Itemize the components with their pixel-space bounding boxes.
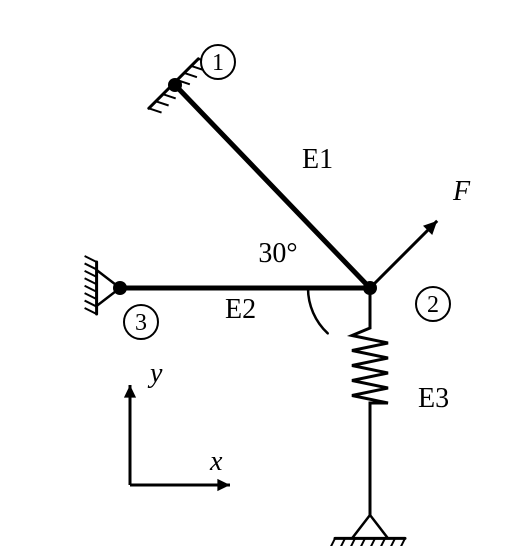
node-n1: [168, 78, 182, 92]
node-n2: [363, 281, 377, 295]
node-badge-label-n2: 2: [427, 292, 439, 318]
force-label: F: [452, 176, 471, 207]
node-badge-label-n1: 1: [212, 50, 224, 76]
angle-label: 30°: [258, 238, 297, 269]
node-badge-label-n3: 3: [135, 310, 147, 336]
force-arrow: [370, 221, 437, 288]
x-axis-label: x: [209, 446, 223, 477]
angle-arc: [308, 288, 328, 333]
node-n3: [113, 281, 127, 295]
label-E3: E3: [418, 383, 449, 414]
y-axis-label: y: [147, 358, 163, 389]
element-E3: [352, 288, 388, 515]
label-E1: E1: [302, 144, 333, 175]
label-E2: E2: [225, 294, 256, 325]
